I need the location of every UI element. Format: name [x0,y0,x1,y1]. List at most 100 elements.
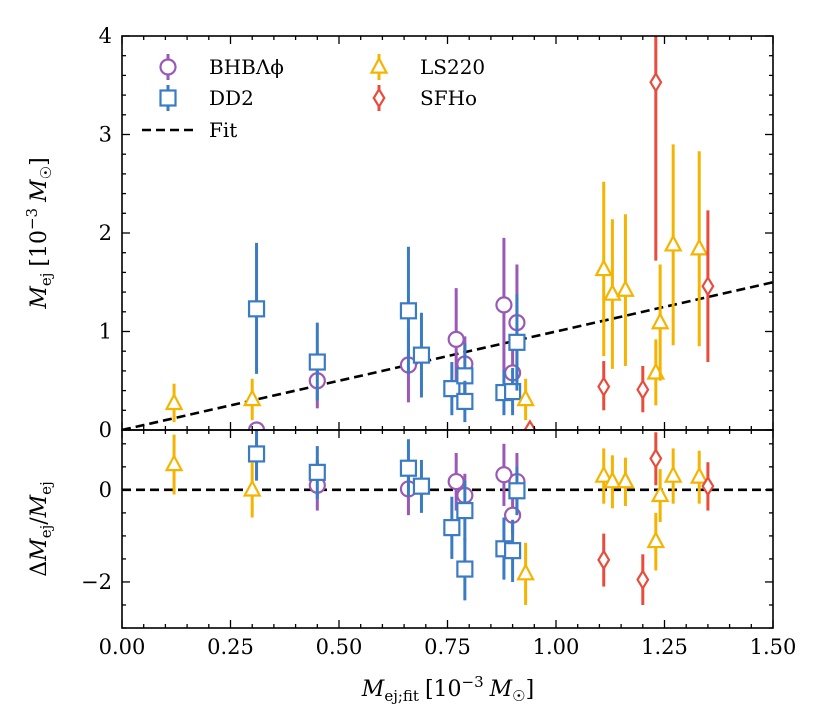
point-BHBLp-bottom-4 [495,443,513,506]
top-y-axis-label-exp: −3 [23,208,41,230]
point-DD2-bottom-1 [308,446,326,500]
x-tick-labels: 0.00 0.25 0.50 0.75 1.00 1.25 1.50 [99,635,797,659]
marker-SFHo-top-1 [597,375,611,398]
bottom-y-axis-label-delta: Δ [27,561,52,577]
point-SFHo-top-2 [636,365,650,413]
bottom-y-tick-label-1: 0 [99,478,112,502]
marker-DD2-bottom-6 [456,560,474,578]
marker-SFHo-top-3 [649,71,663,94]
x-axis-label-sub: ej;fit [384,687,419,705]
point-LS220-bottom-9 [689,450,709,504]
marker-DD2-top-9 [508,333,526,351]
point-SFHo-top-0 [523,419,537,430]
point-LS220-bottom-2 [516,542,535,605]
marker-LS220-bottom-5 [616,470,635,489]
marker-DD2-top-0 [247,300,266,318]
marker-DD2-bottom-3 [412,477,431,495]
top-y-axis-label-sub: ej [37,273,55,287]
top-y-tick-label-0: 0 [99,418,112,442]
bottom-y-tick-label-0: −2 [81,570,112,594]
point-SFHo-bottom-1 [636,554,650,605]
marker-DD2-bottom-0 [247,445,266,463]
legend-label-BHBLp: BHBΛϕ [209,55,284,79]
marker-DD2-bottom-2 [399,459,418,477]
marker-LS220-top-3 [594,258,614,277]
series-DD2-bottom [247,430,526,601]
legend-label-LS220: LS220 [420,55,485,79]
top-y-tick-label-2: 2 [99,221,112,245]
axis-ticks [121,35,774,629]
legend-item-DD2: DD2 [159,85,254,111]
point-DD2-bottom-6 [456,538,474,601]
marker-LS220-bottom-7 [650,484,670,503]
x-tick-label-2: 0.50 [316,635,363,659]
series-DD2-top [247,242,526,423]
marker-LS220-bottom-4 [603,470,622,489]
marker-DD2-top-6 [456,392,474,411]
top-y-axis-label-main: M [27,286,52,310]
marker-LS220-bottom-2 [516,562,535,581]
marker-DD2-bottom-5 [456,501,474,520]
x-tick-label-1: 0.25 [207,635,254,659]
top-y-axis-label-unit-sub: ☉ [37,166,55,179]
top-fit-line-layer [122,280,773,430]
marker-LS220-top-1 [242,388,262,407]
x-axis-label-unit-tail: M [489,677,513,702]
point-SFHo-top-3 [649,36,663,261]
point-LS220-top-1 [242,378,262,421]
point-LS220-bottom-8 [663,448,683,504]
top-y-axis-label-unit-tail: M [27,179,52,203]
point-DD2-bottom-9 [508,466,526,516]
marker-DD2-top-2 [399,302,418,320]
marker-LS220-bottom-1 [242,479,262,497]
top-fit-line [122,280,773,430]
bottom-data-layer [164,430,715,605]
marker-SFHo-bottom-3 [701,475,715,497]
bottom-y-axis-label-sub: ej [37,525,55,539]
legend-item-fit: Fit [142,118,237,142]
legend-swatch-DD2 [159,89,177,107]
marker-BHBLp-bottom-4 [495,466,513,484]
point-LS220-bottom-3 [594,448,614,504]
marker-LS220-top-2 [516,388,535,407]
marker-LS220-top-5 [616,279,635,297]
top-y-tick-label-1: 1 [99,320,112,344]
marker-SFHo-top-2 [636,378,650,401]
legend-swatch-BHBLp [159,58,177,76]
series-LS220-top [164,144,709,423]
legend-item-LS220: LS220 [369,54,485,80]
point-SFHo-top-1 [597,361,611,411]
legend-item-SFHo: SFHo [372,85,477,111]
point-LS220-top-8 [663,144,683,346]
bottom-y-tick-labels: −2 0 [81,478,112,594]
series-BHBLp-top [247,237,526,430]
point-BHBLp-bottom-2 [447,453,465,511]
point-DD2-top-3 [412,312,431,398]
marker-BHBLp-bottom-2 [447,472,465,491]
legend-label-DD2: DD2 [209,86,254,110]
point-LS220-top-5 [616,214,635,366]
marker-LS220-top-4 [603,283,622,301]
point-SFHo-top-4 [701,210,715,363]
bottom-y-axis-label-sub2: ej [37,481,55,495]
top-y-tick-labels: 0 1 2 3 4 [99,24,112,442]
point-LS220-top-3 [594,181,614,357]
legend-label-SFHo: SFHo [420,86,477,110]
marker-SFHo-bottom-1 [636,568,650,591]
top-y-tick-label-3: 3 [99,123,112,147]
top-y-axis-label: Mej[10−3M☉] [23,157,55,309]
point-DD2-top-0 [247,242,266,374]
marker-LS220-bottom-6 [646,530,666,549]
marker-LS220-top-9 [689,237,709,256]
series-SFHo-bottom [597,432,715,605]
marker-DD2-top-1 [308,353,326,371]
legend-label-fit: Fit [209,118,237,142]
marker-DD2-bottom-1 [308,463,326,481]
point-DD2-top-6 [456,380,474,423]
legend-swatch-LS220 [369,56,389,74]
marker-LS220-top-7 [650,311,670,330]
point-DD2-bottom-3 [412,459,431,513]
marker-BHBLp-top-5 [495,296,513,314]
marker-SFHo-bottom-0 [597,549,611,571]
